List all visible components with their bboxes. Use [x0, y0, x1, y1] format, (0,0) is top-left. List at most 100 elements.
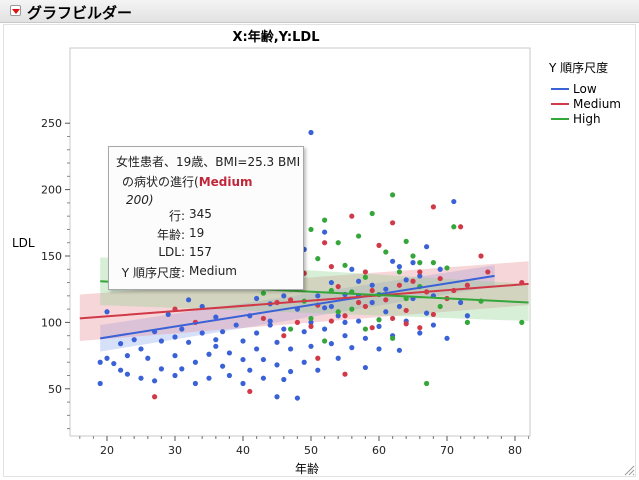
data-point-low — [199, 330, 205, 336]
data-point-high — [362, 326, 368, 332]
window-title-bar: グラフビルダー — [0, 0, 639, 23]
data-point-medium — [383, 297, 389, 303]
data-point-low — [267, 322, 273, 328]
data-point-low — [288, 346, 294, 352]
data-point-low — [288, 368, 294, 375]
graph-frame — [3, 24, 636, 477]
data-point-low — [376, 346, 382, 352]
data-point-high — [437, 303, 443, 310]
legend-item-high[interactable]: High — [573, 112, 601, 126]
data-point-medium — [362, 269, 368, 275]
tooltip-line-2: の病状の進行(Medium — [122, 173, 253, 190]
data-point-low — [172, 334, 178, 340]
x-tick-label: 20 — [100, 444, 114, 457]
data-point-high — [288, 326, 294, 332]
data-point-low — [424, 244, 430, 250]
data-point-medium — [464, 282, 470, 288]
red-triangle-menu-icon[interactable] — [10, 5, 21, 16]
data-point-medium — [478, 253, 484, 259]
data-point-high — [396, 269, 402, 275]
data-point-high — [417, 260, 423, 266]
tooltip-highlight: Medium — [198, 175, 253, 189]
data-point-medium — [281, 333, 287, 339]
data-point-low — [322, 326, 328, 332]
data-point-medium — [349, 213, 355, 219]
data-point-low — [417, 273, 423, 279]
data-point-low — [213, 314, 219, 320]
data-point-low — [308, 319, 314, 325]
data-point-low — [328, 341, 334, 347]
data-point-low — [233, 322, 239, 328]
data-point-low — [158, 338, 164, 344]
data-point-high — [424, 380, 430, 387]
data-point-medium — [369, 325, 375, 331]
data-point-low — [118, 341, 124, 347]
data-point-low — [213, 337, 219, 343]
data-point-low — [356, 318, 362, 324]
y-tick-label: 150 — [41, 250, 62, 263]
data-point-low — [410, 260, 416, 266]
data-point-low — [335, 355, 341, 361]
data-point-high — [376, 317, 382, 323]
data-point-high — [342, 262, 348, 268]
data-point-low — [383, 286, 389, 292]
data-point-high — [356, 233, 362, 239]
data-point-low — [220, 329, 226, 335]
data-point-medium — [342, 313, 348, 319]
data-point-low — [179, 326, 185, 332]
y-tick-label: 100 — [41, 316, 62, 329]
data-point-medium — [458, 224, 464, 230]
data-point-low — [179, 366, 185, 372]
data-point-low — [124, 371, 130, 377]
data-point-low — [206, 351, 212, 357]
data-point-high — [322, 217, 328, 223]
legend: Y 順序尺度 Low Medium High — [548, 60, 621, 126]
chart-title: X:年齢,Y:LDL — [232, 29, 319, 45]
tooltip-row-value: 345 — [189, 207, 212, 221]
data-point-low — [396, 264, 402, 270]
data-point-low — [97, 380, 103, 387]
data-point-low — [417, 330, 423, 336]
data-point-low — [437, 266, 443, 272]
y-axis-label: LDL — [12, 236, 35, 250]
data-point-medium — [335, 283, 341, 290]
data-point-high — [349, 306, 355, 312]
data-point-medium — [294, 319, 300, 325]
tooltip-row-value: Medium — [189, 264, 237, 278]
data-point-high — [308, 315, 314, 322]
resize-grip-icon[interactable] — [623, 464, 635, 476]
data-point-low — [349, 345, 355, 351]
data-point-high — [335, 240, 341, 246]
data-point-low — [430, 322, 436, 328]
data-point-medium — [308, 323, 314, 329]
data-point-low — [342, 333, 348, 339]
data-point-low — [152, 378, 158, 384]
data-point-low — [301, 329, 307, 335]
data-point-low — [145, 355, 151, 361]
data-point-low — [254, 295, 260, 302]
data-point-low — [240, 356, 246, 363]
tooltip-row-label: 年齢: — [156, 228, 185, 242]
data-point-low — [362, 335, 368, 341]
tooltip-row-value: 157 — [189, 245, 212, 259]
data-point-low — [199, 303, 205, 310]
x-tick-label: 40 — [236, 444, 250, 457]
legend-item-low[interactable]: Low — [573, 82, 597, 96]
data-point-low — [396, 347, 402, 353]
data-point-medium — [260, 315, 266, 322]
data-point-low — [403, 277, 409, 283]
data-point-low — [458, 299, 464, 306]
data-point-low — [444, 335, 450, 341]
tooltip-line-3: 200) — [126, 193, 154, 207]
data-point-low — [342, 319, 348, 325]
data-point-high — [390, 335, 396, 341]
data-point-medium — [328, 264, 334, 270]
legend-item-medium[interactable]: Medium — [573, 97, 621, 111]
data-point-low — [335, 313, 341, 319]
data-point-low — [315, 367, 321, 373]
data-point-medium — [247, 388, 253, 395]
data-point-low — [390, 258, 396, 264]
data-point-low — [274, 394, 280, 400]
tooltip-row-label: Y 順序尺度: — [121, 266, 185, 280]
